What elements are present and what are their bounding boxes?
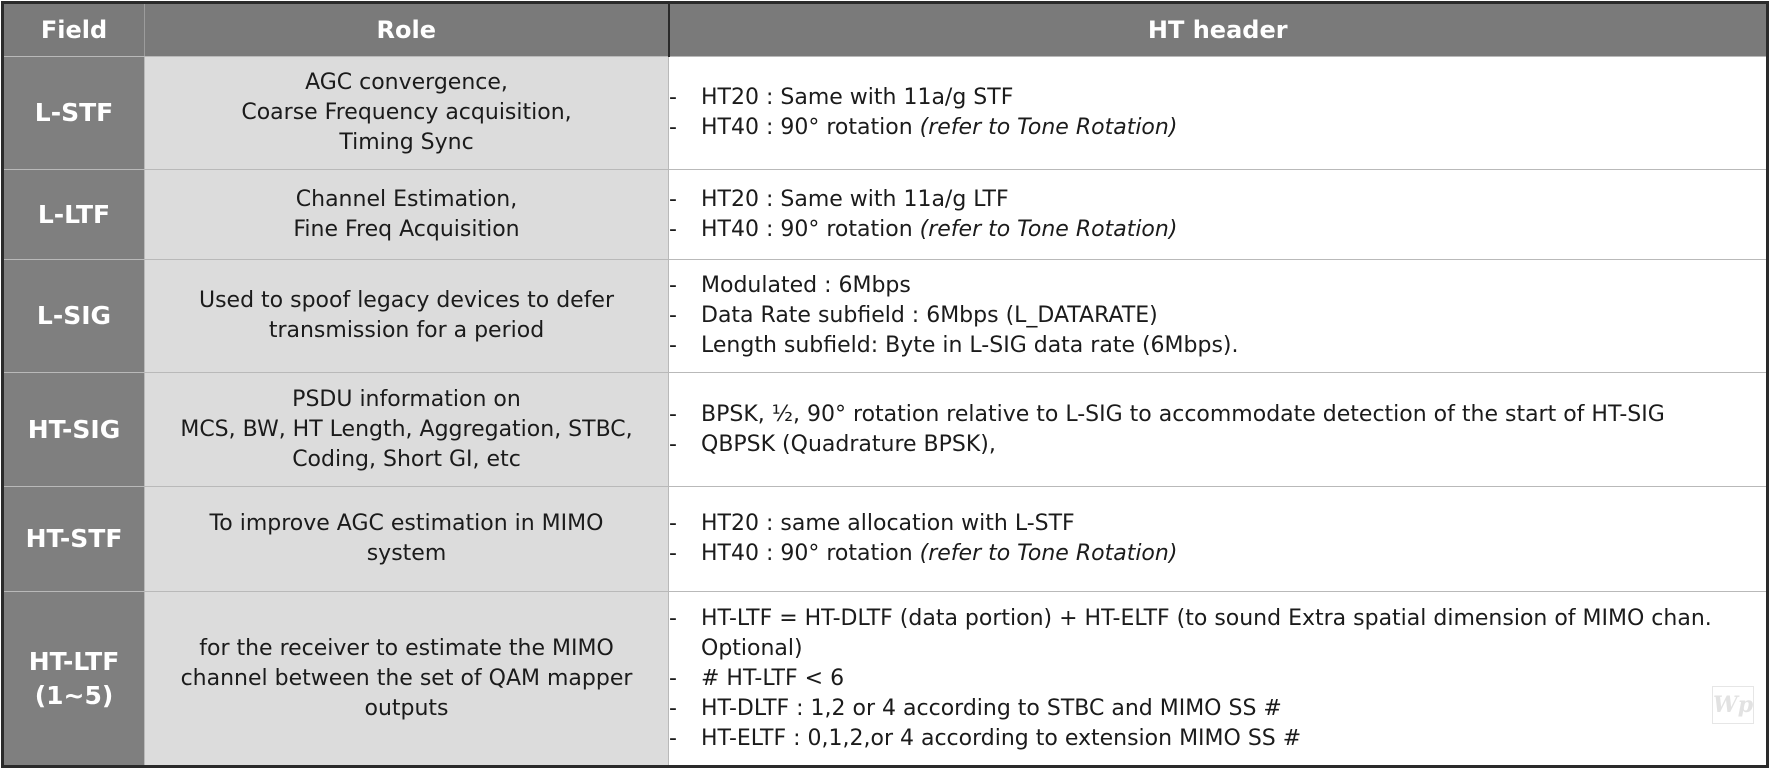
item-text: Modulated : 6Mbps xyxy=(701,273,911,298)
field-cell: HT-STF xyxy=(2,486,145,592)
field-cell: L-LTF xyxy=(2,169,145,260)
list-item: HT-DLTF : 1,2 or 4 according to STBC and… xyxy=(669,694,1766,724)
item-text: HT-DLTF : 1,2 or 4 according to STBC and… xyxy=(701,695,1282,721)
item-text: QBPSK (Quadrature BPSK), xyxy=(701,431,996,457)
list-item: HT-LTF = HT-DLTF (data portion) + HT-ELT… xyxy=(669,604,1766,664)
role-line: Coarse Frequency acquisition, xyxy=(241,100,572,125)
ht-header-cell: HT-LTF = HT-DLTF (data portion) + HT-ELT… xyxy=(668,591,1768,767)
item-text: BPSK, ½, 90° rotation relative to L-SIG … xyxy=(701,401,1665,427)
item-text: HT-ELTF : 0,1,2,or 4 according to extens… xyxy=(701,725,1302,751)
role-line: Fine Freq Acquisition xyxy=(293,216,520,242)
field-cell: HT-SIG xyxy=(2,372,145,487)
header-ht-header: HT header xyxy=(668,2,1768,57)
role-line: Used to spoof legacy devices to defer xyxy=(198,288,615,313)
item-text: HT40 : 90° rotation xyxy=(701,115,920,140)
field-line: (1~5) xyxy=(34,680,114,710)
list-item: Length subfield: Byte in L-SIG data rate… xyxy=(669,331,1766,361)
ht-header-cell: HT20 : Same with 11a/g STF HT40 : 90° ro… xyxy=(668,56,1768,170)
list-item: Modulated : 6Mbps xyxy=(669,271,1766,301)
ht-header-cell: BPSK, ½, 90° rotation relative to L-SIG … xyxy=(668,372,1768,487)
role-line: for the receiver to estimate the MIMO xyxy=(199,635,614,661)
field-cell: L-STF xyxy=(2,56,145,170)
list-item: HT20 : Same with 11a/g STF xyxy=(669,83,1766,113)
item-text: HT20 : Same with 11a/g LTF xyxy=(701,186,1009,212)
list-item: HT40 : 90° rotation (refer to Tone Rotat… xyxy=(669,539,1766,569)
field-cell: HT-LTF (1~5) xyxy=(2,591,145,767)
ht-header-cell: Modulated : 6Mbps Data Rate subfield : 6… xyxy=(668,259,1768,373)
item-note: (refer to Tone Rotation) xyxy=(919,541,1178,566)
list-item: # HT-LTF < 6 xyxy=(669,664,1766,694)
item-note: (refer to Tone Rotation) xyxy=(919,115,1178,140)
table-row: L-LTF Channel Estimation, Fine Freq Acqu… xyxy=(2,169,1768,260)
item-text: Length subfield: Byte in L-SIG data rate… xyxy=(701,333,1239,358)
table-row: HT-LTF (1~5) for the receiver to estimat… xyxy=(2,591,1768,767)
list-item: QBPSK (Quadrature BPSK), xyxy=(669,430,1766,460)
table-header-row: Field Role HT header xyxy=(2,2,1768,57)
list-item: HT20 : same allocation with L-STF xyxy=(669,509,1766,539)
table-row: L-SIG Used to spoof legacy devices to de… xyxy=(2,259,1768,373)
ht-header-cell: HT20 : same allocation with L-STF HT40 :… xyxy=(668,486,1768,592)
field-cell: L-SIG xyxy=(2,259,145,373)
role-cell: Used to spoof legacy devices to defer tr… xyxy=(144,259,669,373)
role-cell: To improve AGC estimation in MIMO system xyxy=(144,486,669,592)
list-item: HT-ELTF : 0,1,2,or 4 according to extens… xyxy=(669,724,1766,754)
role-line: Timing Sync xyxy=(339,130,474,155)
role-line: PSDU information on xyxy=(292,386,521,412)
list-item: BPSK, ½, 90° rotation relative to L-SIG … xyxy=(669,400,1766,430)
list-item: HT20 : Same with 11a/g LTF xyxy=(669,185,1766,215)
item-text: HT40 : 90° rotation xyxy=(701,216,920,242)
list-item: HT40 : 90° rotation (refer to Tone Rotat… xyxy=(669,215,1766,245)
item-text: HT-LTF = HT-DLTF (data portion) + HT-ELT… xyxy=(701,605,1712,661)
role-line: MCS, BW, HT Length, Aggregation, STBC, xyxy=(180,416,633,442)
role-cell: Channel Estimation, Fine Freq Acquisitio… xyxy=(144,169,669,260)
role-line: Channel Estimation, xyxy=(295,186,518,212)
table-row: HT-STF To improve AGC estimation in MIMO… xyxy=(2,486,1768,592)
header-field: Field xyxy=(2,2,145,57)
list-item: Data Rate subfield : 6Mbps (L_DATARATE) xyxy=(669,301,1766,331)
role-line: outputs xyxy=(364,695,449,721)
role-line: AGC convergence, xyxy=(305,70,508,95)
role-line: Coding, Short GI, etc xyxy=(292,446,521,472)
field-line: HT-LTF xyxy=(28,646,120,676)
item-text: # HT-LTF < 6 xyxy=(701,665,845,691)
table-row: L-STF AGC convergence, Coarse Frequency … xyxy=(2,56,1768,170)
header-role: Role xyxy=(144,2,670,57)
role-line: To improve AGC estimation in MIMO xyxy=(209,511,604,536)
role-line: channel between the set of QAM mapper xyxy=(180,665,633,691)
role-line: transmission for a period xyxy=(268,318,545,343)
item-text: HT20 : Same with 11a/g STF xyxy=(701,85,1014,110)
role-cell: AGC convergence, Coarse Frequency acquis… xyxy=(144,56,669,170)
ht-header-cell: HT20 : Same with 11a/g LTF HT40 : 90° ro… xyxy=(668,169,1768,260)
watermark-logo: Wp xyxy=(1712,686,1754,724)
item-note: (refer to Tone Rotation) xyxy=(919,216,1178,242)
list-item: HT40 : 90° rotation (refer to Tone Rotat… xyxy=(669,113,1766,143)
item-text: HT20 : same allocation with L-STF xyxy=(701,511,1075,536)
item-text: Data Rate subfield : 6Mbps (L_DATARATE) xyxy=(701,303,1158,328)
table-row: HT-SIG PSDU information on MCS, BW, HT L… xyxy=(2,372,1768,487)
role-cell: PSDU information on MCS, BW, HT Length, … xyxy=(144,372,669,487)
role-line: system xyxy=(366,541,447,566)
role-cell: for the receiver to estimate the MIMO ch… xyxy=(144,591,669,767)
item-text: HT40 : 90° rotation xyxy=(701,541,920,566)
